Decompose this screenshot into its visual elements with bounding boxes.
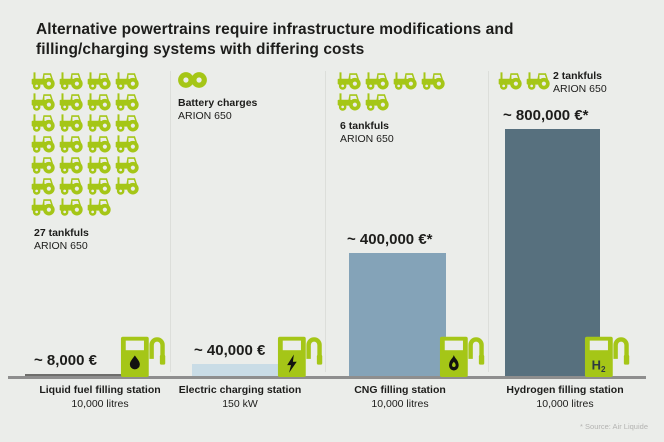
tractor-icon: [115, 177, 139, 195]
tractor-icon: [31, 198, 55, 216]
tractor-icon: [393, 72, 417, 90]
station-capacity: 10,000 litres: [71, 398, 129, 410]
baseline-axis: [8, 376, 646, 379]
tractor-icon: [59, 156, 83, 174]
station-name: Liquid fuel filling station: [39, 384, 161, 396]
infinity-icon: [178, 72, 207, 88]
tractor-icon: [87, 135, 111, 153]
tankfuls-label-hydrogen: 2 tankfuls: [553, 70, 603, 82]
fuel-pump-icon: [120, 331, 166, 379]
tractor-icon: [337, 72, 361, 90]
fuel-drop-icon: [129, 355, 140, 370]
tractor-icon: [87, 177, 111, 195]
cng-pump-icon: [439, 331, 485, 379]
tractor-icon-grid-hydrogen: [498, 71, 558, 92]
tractor-icon: [365, 72, 389, 90]
chart-title-line2: filling/charging systems with differing …: [36, 41, 365, 58]
tractor-icon: [115, 72, 139, 90]
station-capacity: 10,000 litres: [371, 398, 429, 410]
column-divider: [325, 71, 326, 372]
bar-liquid-fuel: [25, 373, 130, 376]
vehicle-label-electric: ARION 650: [178, 110, 232, 122]
tractor-icon: [115, 93, 139, 111]
tractor-icon: [115, 135, 139, 153]
tractor-icon: [365, 93, 389, 111]
tractor-icon: [31, 135, 55, 153]
tractor-icon: [31, 72, 55, 90]
tractor-icon: [526, 72, 550, 90]
column-divider: [170, 71, 171, 372]
tankfuls-label-liquid-fuel: 27 tankfuls: [34, 227, 89, 239]
station-name: Electric charging station: [178, 384, 302, 396]
vehicle-label-cng: ARION 650: [340, 133, 394, 145]
tractor-icon: [87, 72, 111, 90]
station-name: Hydrogen filling station: [506, 384, 624, 396]
h2-symbol: H2: [592, 357, 606, 373]
tractor-icon: [498, 72, 522, 90]
tractor-icon: [59, 135, 83, 153]
tractor-icon: [87, 198, 111, 216]
tankfuls-label-electric: Battery charges: [178, 97, 258, 109]
tractor-icon-grid-cng: [337, 71, 449, 113]
value-label-cng: ~ 400,000 €*: [347, 230, 433, 248]
station-label-liquid-fuel: Liquid fuel filling station 10,000 litre…: [25, 384, 175, 411]
bar-cng: [349, 252, 446, 376]
value-label-liquid-fuel: ~ 8,000 €: [34, 351, 97, 369]
tractor-icon: [115, 156, 139, 174]
tankfuls-label-cng: 6 tankfuls: [340, 120, 390, 132]
station-label-hydrogen: Hydrogen filling station 10,000 litres: [490, 384, 640, 411]
tractor-icon: [31, 177, 55, 195]
tractor-icon: [115, 114, 139, 132]
tractor-icon: [59, 72, 83, 90]
tractor-icon: [31, 114, 55, 132]
station-capacity: 150 kW: [222, 398, 258, 410]
station-name: CNG filling station: [354, 384, 446, 396]
vehicle-label-hydrogen: ARION 650: [553, 83, 607, 95]
flame-icon: [449, 355, 459, 371]
tractor-icon: [59, 114, 83, 132]
bar-electric: [192, 363, 285, 376]
chart-title: Alternative powertrains require infrastr…: [36, 20, 514, 60]
column-divider: [488, 71, 489, 372]
station-label-cng: CNG filling station 10,000 litres: [325, 384, 475, 411]
tractor-icon: [87, 114, 111, 132]
lightning-bolt-icon: [287, 354, 297, 373]
tractor-icon: [87, 156, 111, 174]
value-label-hydrogen: ~ 800,000 €*: [503, 107, 589, 124]
tractor-icon: [59, 177, 83, 195]
tractor-icon: [59, 93, 83, 111]
tractor-icon: [421, 72, 445, 90]
value-label-electric: ~ 40,000 €: [194, 341, 266, 359]
tractor-icon: [87, 93, 111, 111]
source-note: * Source: Air Liquide: [580, 422, 648, 431]
tractor-icon-grid-liquid-fuel: [31, 71, 143, 218]
tractor-icon: [31, 93, 55, 111]
vehicle-label-liquid-fuel: ARION 650: [34, 240, 88, 252]
tractor-icon: [59, 198, 83, 216]
station-capacity: 10,000 litres: [536, 398, 594, 410]
tractor-icon: [337, 93, 361, 111]
bar-hydrogen: [505, 129, 600, 376]
hydrogen-pump-icon: H2: [584, 331, 630, 379]
chart-title-line1: Alternative powertrains require infrastr…: [36, 21, 514, 38]
station-label-electric: Electric charging station 150 kW: [165, 384, 315, 411]
tractor-icon: [31, 156, 55, 174]
electric-pump-icon: [277, 331, 323, 379]
